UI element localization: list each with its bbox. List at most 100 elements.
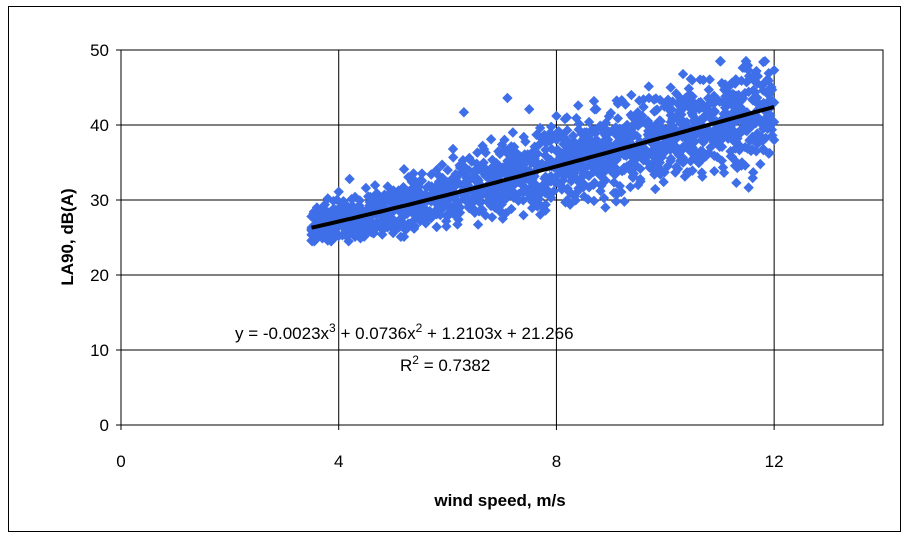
data-point bbox=[458, 178, 469, 190]
data-point bbox=[638, 94, 649, 105]
data-point bbox=[578, 191, 590, 202]
data-point bbox=[453, 214, 464, 225]
data-point bbox=[696, 167, 708, 178]
y-axis-title: LA90, dB(A) bbox=[58, 188, 77, 285]
data-point bbox=[322, 207, 333, 219]
data-point bbox=[598, 192, 610, 204]
data-point bbox=[685, 73, 696, 85]
data-point bbox=[340, 225, 351, 237]
data-point bbox=[546, 143, 557, 154]
data-point bbox=[610, 196, 622, 207]
data-point bbox=[665, 82, 676, 93]
x-tick-label: 0 bbox=[116, 452, 125, 471]
data-point bbox=[539, 173, 550, 184]
data-point bbox=[694, 74, 706, 85]
data-point bbox=[739, 160, 751, 171]
data-point bbox=[436, 159, 448, 170]
data-point bbox=[740, 117, 751, 128]
data-point bbox=[493, 165, 504, 177]
data-point bbox=[575, 136, 586, 148]
data-point bbox=[482, 196, 493, 208]
data-point bbox=[631, 146, 642, 158]
data-point bbox=[690, 113, 701, 125]
data-point bbox=[608, 177, 620, 188]
data-point bbox=[441, 221, 452, 232]
data-point bbox=[559, 168, 571, 179]
data-point bbox=[588, 95, 600, 107]
data-point bbox=[398, 164, 410, 175]
data-point bbox=[721, 121, 732, 133]
data-point bbox=[565, 170, 577, 181]
data-point bbox=[494, 148, 506, 160]
data-point bbox=[697, 146, 708, 157]
data-point bbox=[669, 134, 681, 146]
data-point bbox=[487, 154, 498, 166]
data-point bbox=[561, 112, 573, 123]
data-point bbox=[599, 163, 611, 174]
data-point bbox=[647, 128, 659, 140]
y-tick-label: 20 bbox=[90, 266, 109, 285]
data-point bbox=[596, 169, 607, 181]
data-point bbox=[322, 235, 333, 246]
data-point bbox=[360, 182, 372, 194]
data-point bbox=[499, 134, 510, 146]
data-point bbox=[703, 147, 715, 158]
data-point bbox=[644, 162, 655, 173]
data-point bbox=[416, 175, 428, 186]
data-point bbox=[514, 163, 525, 175]
data-point bbox=[708, 98, 719, 109]
data-point bbox=[737, 62, 748, 74]
data-point bbox=[357, 229, 368, 241]
data-point bbox=[433, 176, 445, 188]
data-point bbox=[725, 99, 737, 110]
data-point bbox=[690, 101, 701, 112]
data-point bbox=[718, 167, 730, 178]
data-point bbox=[544, 188, 555, 200]
data-point bbox=[538, 180, 549, 192]
data-point bbox=[618, 126, 629, 137]
data-point bbox=[649, 166, 660, 177]
data-point bbox=[362, 216, 374, 227]
data-point bbox=[592, 135, 604, 147]
data-point bbox=[561, 155, 572, 166]
data-point bbox=[408, 168, 419, 179]
data-point bbox=[452, 219, 463, 230]
data-point bbox=[589, 104, 600, 115]
data-point bbox=[757, 135, 768, 146]
data-point bbox=[716, 141, 728, 153]
data-point bbox=[637, 110, 648, 122]
data-point bbox=[518, 209, 529, 221]
data-point bbox=[573, 176, 584, 188]
data-point bbox=[743, 182, 754, 193]
data-point bbox=[566, 176, 577, 187]
data-point bbox=[518, 195, 529, 206]
data-point bbox=[676, 154, 688, 165]
data-point bbox=[635, 163, 646, 174]
data-point bbox=[507, 147, 518, 159]
data-point bbox=[616, 186, 627, 198]
data-point bbox=[626, 151, 637, 162]
data-point bbox=[583, 116, 595, 128]
data-point bbox=[573, 100, 584, 111]
data-point bbox=[703, 84, 715, 95]
data-point bbox=[626, 89, 637, 101]
data-point bbox=[481, 169, 492, 180]
data-point bbox=[552, 170, 563, 181]
data-point bbox=[564, 187, 576, 198]
y-tick-label: 30 bbox=[90, 191, 109, 210]
data-point bbox=[583, 182, 595, 193]
data-point bbox=[346, 193, 357, 205]
data-point bbox=[309, 234, 321, 245]
chart-frame bbox=[8, 6, 901, 532]
data-point bbox=[506, 203, 517, 215]
data-point bbox=[575, 147, 587, 159]
data-point bbox=[614, 180, 626, 192]
data-point bbox=[502, 92, 513, 104]
data-point bbox=[731, 101, 743, 112]
data-point bbox=[542, 159, 554, 171]
data-point bbox=[712, 130, 723, 142]
data-point bbox=[667, 96, 678, 107]
data-point bbox=[611, 130, 622, 141]
y-tick-label: 40 bbox=[90, 116, 109, 135]
